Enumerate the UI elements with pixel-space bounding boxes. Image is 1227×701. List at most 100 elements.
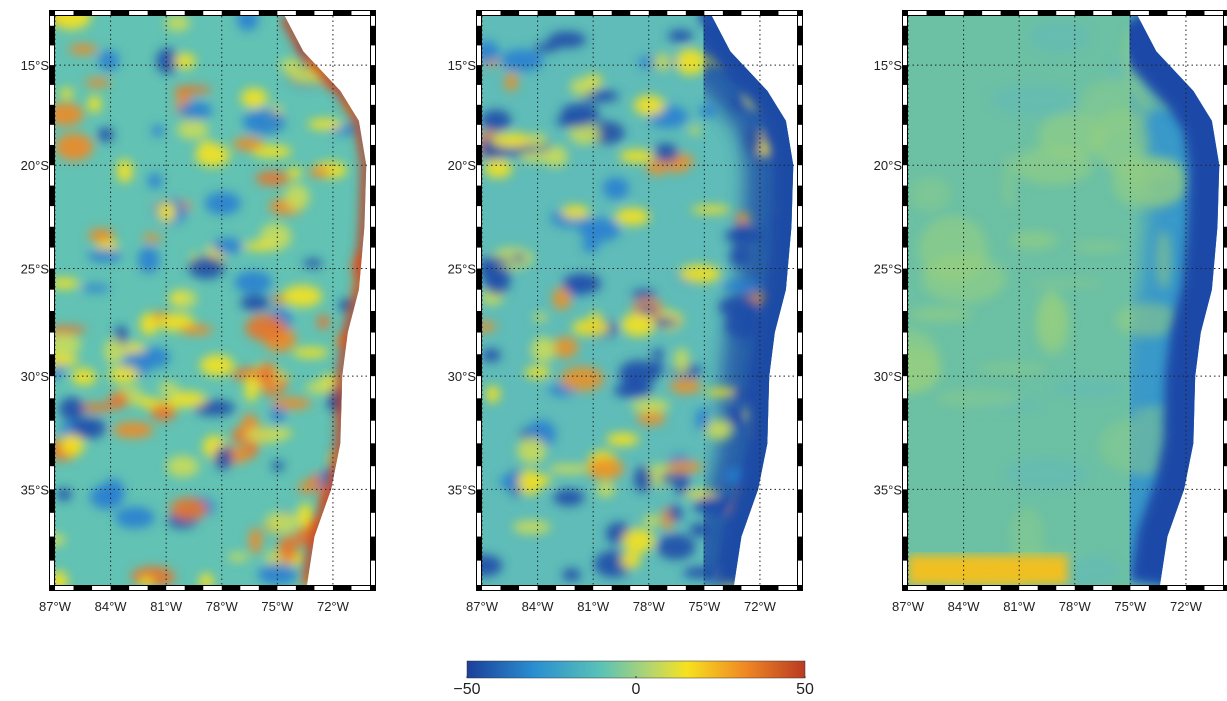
lat-label: 20°S	[448, 158, 477, 173]
blob	[204, 191, 241, 215]
blob	[633, 465, 652, 493]
blob	[81, 284, 110, 293]
blob	[55, 16, 91, 30]
blob	[292, 347, 329, 358]
blob	[138, 246, 160, 274]
blob	[667, 159, 689, 173]
blob	[158, 381, 179, 395]
blob	[745, 126, 763, 154]
blob	[280, 57, 302, 75]
colorbar: −50 0 50	[453, 660, 814, 698]
lat-label: 25°S	[21, 262, 50, 277]
blob	[259, 361, 277, 389]
blob	[341, 462, 367, 482]
blob	[59, 397, 85, 421]
blob	[665, 460, 703, 474]
blob	[346, 554, 361, 565]
blob	[511, 254, 526, 263]
blob	[751, 494, 788, 510]
blob	[562, 273, 602, 294]
blob	[232, 137, 264, 151]
lat-label: 30°S	[874, 369, 903, 384]
blob	[139, 312, 159, 336]
lat-label: 25°S	[874, 262, 903, 277]
lat-label: 35°S	[21, 482, 50, 497]
blob	[139, 347, 170, 368]
blob	[482, 109, 512, 132]
blob	[908, 306, 972, 322]
lat-label: 15°S	[874, 58, 903, 73]
blob	[646, 159, 669, 176]
blob	[297, 503, 314, 528]
blob	[673, 469, 689, 496]
blob	[195, 143, 230, 167]
blob	[935, 389, 1021, 408]
lon-label: 72°W	[1170, 599, 1203, 614]
lon-label: 78°W	[633, 599, 666, 614]
blob	[990, 84, 1080, 116]
blob	[679, 264, 721, 283]
blob	[908, 346, 942, 393]
lon-label: 78°W	[1059, 599, 1092, 614]
blob	[602, 177, 630, 200]
blob	[284, 183, 310, 211]
blob	[179, 324, 213, 335]
blob	[68, 44, 98, 55]
blob	[200, 354, 235, 377]
blob	[278, 535, 298, 563]
blob	[482, 554, 503, 577]
blob	[652, 53, 672, 71]
blob	[560, 366, 604, 392]
blob	[165, 16, 190, 32]
blob	[667, 29, 694, 43]
blob	[552, 336, 579, 359]
blob	[255, 171, 291, 186]
blob	[698, 105, 718, 118]
blob	[613, 383, 654, 398]
blob	[620, 551, 641, 569]
blob	[517, 437, 547, 464]
blob	[1052, 379, 1127, 398]
lat-label: 15°S	[21, 58, 50, 73]
blob	[242, 108, 286, 135]
blob	[631, 398, 670, 414]
blob	[75, 403, 117, 412]
lon-label: 87°W	[39, 599, 72, 614]
blob	[188, 255, 225, 279]
blob	[482, 256, 510, 266]
blob	[674, 347, 689, 375]
blob	[193, 400, 236, 417]
blob	[683, 566, 723, 579]
blob	[56, 487, 72, 501]
colorbar-label: 50	[796, 681, 814, 696]
blob	[308, 166, 331, 178]
blob	[307, 118, 343, 130]
blob	[243, 241, 276, 251]
blob	[547, 31, 587, 48]
blob	[157, 201, 176, 223]
blob	[245, 427, 285, 444]
lon-label: 87°W	[466, 599, 499, 614]
blob	[482, 348, 501, 362]
blob	[532, 313, 548, 322]
blob	[55, 334, 82, 355]
blob	[150, 403, 177, 422]
blob	[1010, 230, 1058, 250]
blob	[214, 445, 233, 470]
blob	[596, 481, 615, 498]
lon-label: 81°W	[577, 599, 610, 614]
blob	[87, 248, 123, 263]
blob	[619, 149, 655, 164]
blob	[976, 362, 1048, 375]
blob	[211, 237, 243, 255]
blob	[85, 78, 111, 88]
blob	[108, 391, 129, 409]
blob	[569, 123, 601, 145]
lat-label: 15°S	[448, 58, 477, 73]
blob	[55, 102, 84, 126]
lon-label: 87°W	[892, 599, 925, 614]
blob	[170, 497, 208, 521]
blob	[179, 101, 213, 120]
blob	[548, 463, 591, 475]
